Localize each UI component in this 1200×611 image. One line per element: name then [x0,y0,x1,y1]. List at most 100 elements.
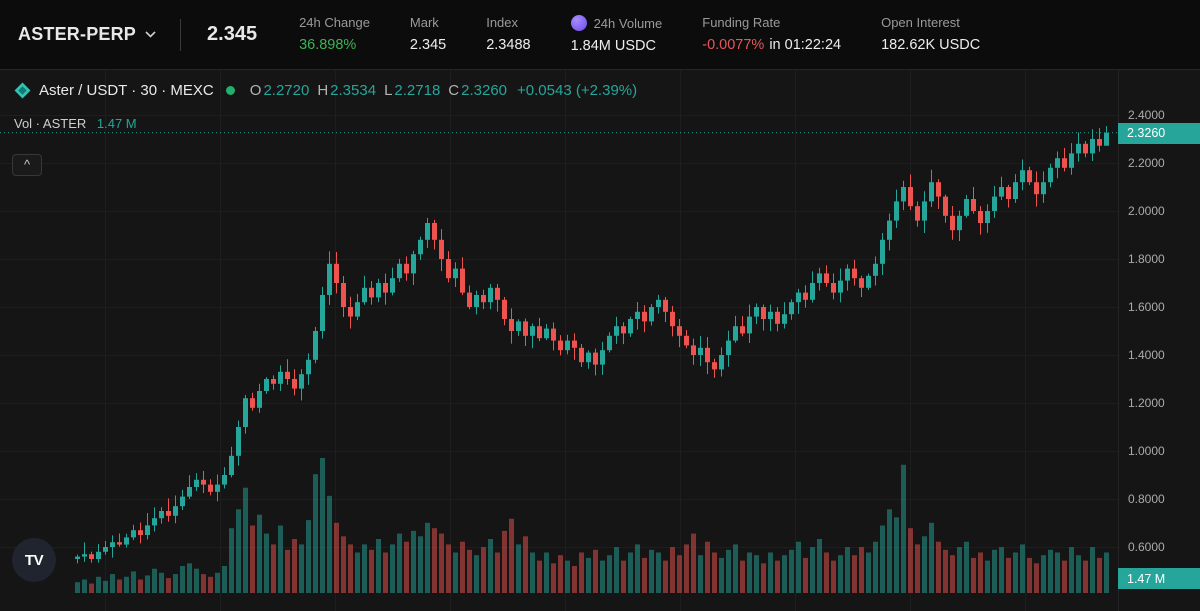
volume-bar [1083,560,1088,593]
y-axis-label: 1.2000 [1128,396,1165,410]
volume-bar [908,528,913,593]
volume-bar [698,555,703,593]
volume-bar [684,544,689,593]
candle-body [103,547,108,552]
candle-body [936,182,941,197]
volume-bar [187,563,192,593]
volume-bar [173,574,178,593]
stat-value: 2.3488 [486,37,531,53]
stat-value: 1.84M USDC [570,38,656,54]
candle-body [607,335,612,351]
volume-bar [943,549,948,593]
stat-value: 182.62K USDC [881,37,981,53]
volume-bar [544,552,549,593]
candlestick-chart[interactable] [0,70,1200,611]
candle-body [978,211,983,223]
volume-legend-label: Vol · ASTER [14,116,87,131]
volume-bar [754,555,759,593]
symbol-selector[interactable]: ASTER-PERP [18,24,156,45]
volume-bar [439,533,444,593]
candle-body [159,511,164,519]
candle-body [124,537,129,545]
volume-bar [159,572,164,593]
candle-body [460,268,465,293]
candle-body [495,287,500,300]
candle-body [628,319,633,334]
candle-body [180,496,185,507]
candle-body [782,314,787,324]
candle-body [96,551,101,559]
volume-bar [880,525,885,593]
candle-body [761,307,766,319]
volume-bar [894,517,899,593]
candle-body [292,379,297,389]
candle-body [411,254,416,274]
volume-bar [383,552,388,593]
volume-bar [250,525,255,593]
candle-body [838,280,843,293]
candle-body [201,479,206,485]
volume-bar [922,536,927,593]
volume-bar [488,539,493,593]
candle-body [390,278,395,293]
volume-bar [397,533,402,593]
candle-body [621,326,626,334]
volume-bar [460,541,465,593]
volume-bar [453,552,458,593]
volume-bar [180,566,185,593]
price-axis[interactable]: 2.4000 2.2000 2.0000 1.8000 1.6000 1.4000 1.20… [1118,70,1200,611]
legend-low: L 2.2718 [384,82,441,99]
volume-bar [432,528,437,593]
volume-bar [320,458,325,593]
candle-body [635,311,640,319]
volume-bar [425,522,430,593]
candle-body [768,311,773,319]
candle-body [376,283,381,298]
y-axis-label: 2.0000 [1128,204,1165,218]
volume-bar [978,552,983,593]
stat-label: Funding Rate [702,15,781,30]
stat-open-interest: Open Interest 182.62K USDC [881,15,980,54]
candle-body [131,530,136,538]
candle-body [852,268,857,279]
header-last-price: 2.345 [207,23,258,45]
candle-body [985,211,990,223]
candle-body [915,206,920,221]
volume-bar [663,560,668,593]
candle-body [810,283,815,300]
volume-bar [971,557,976,593]
volume-bar [838,555,843,593]
volume-bar [474,555,479,593]
candle-body [250,398,255,408]
candle-body [341,283,346,307]
candle-body [1097,139,1102,146]
token-icon [570,15,587,31]
tradingview-logo[interactable]: TV [12,538,56,582]
candle-body [649,307,654,322]
volume-bar [1062,560,1067,593]
candle-body [355,302,360,317]
volume-bar [796,541,801,593]
candle-body [320,295,325,331]
volume-bar [411,530,416,593]
volume-bar [768,552,773,593]
candle-body [306,359,311,375]
volume-bar [75,582,80,593]
candle-body [285,371,290,379]
volume-bar [1090,547,1095,593]
volume-bar [901,464,906,593]
collapse-legend-button[interactable]: ^ [12,154,42,176]
volume-bar [999,547,1004,593]
candle-body [712,362,717,370]
last-price-tag: 2.3260 [1118,122,1200,144]
stat-label: Mark [409,15,439,30]
volume-bar [775,560,780,593]
candle-body [404,263,409,274]
chevron-down-icon [145,31,156,38]
candle-body [1069,153,1074,168]
candle-body [1020,170,1025,183]
volume-bar [1006,557,1011,593]
chart-symbol-title[interactable]: Aster / USDT · 30 · MEXC [39,82,214,99]
candle-body [488,287,493,303]
chart-panel[interactable]: Aster / USDT · 30 · MEXC O 2.2720 H 2.3534… [0,70,1200,611]
